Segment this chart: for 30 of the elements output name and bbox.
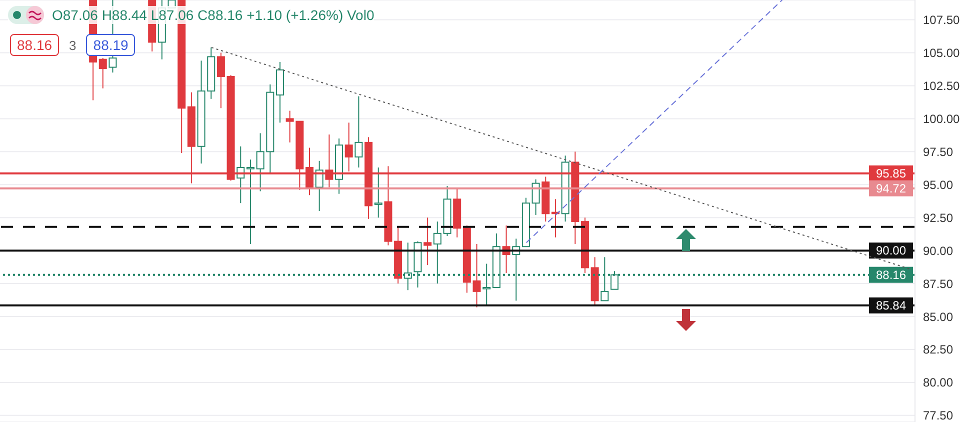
candlestick bbox=[472, 243, 481, 308]
candlestick bbox=[98, 58, 107, 89]
candlestick bbox=[354, 96, 363, 168]
y-tick-label: 95.00 bbox=[923, 178, 954, 192]
annotation: 3 bbox=[69, 38, 76, 52]
ref-line-label: 94.72 bbox=[876, 181, 906, 196]
y-tick-label: 85.00 bbox=[923, 310, 954, 324]
y-tick-label: 100.00 bbox=[923, 112, 960, 126]
ref-line-label: 90.00 bbox=[876, 244, 906, 258]
ref-line-label: 95.85 bbox=[876, 166, 906, 180]
annotation: 88.19 bbox=[86, 34, 136, 56]
annotation: O87.06 H88.44 L87.06 C88.16 +1.10 (+1.26%) Vol0 bbox=[52, 7, 374, 23]
y-tick-label: 80.00 bbox=[923, 376, 954, 390]
candlestick bbox=[532, 178, 540, 216]
y-tick-label: 102.50 bbox=[923, 78, 960, 93]
ref-line-label: 85.84 bbox=[876, 298, 906, 312]
y-tick-label: 87.50 bbox=[923, 276, 954, 291]
y-tick-label: 77.50 bbox=[923, 408, 954, 422]
y-tick-label: 107.50 bbox=[923, 13, 960, 28]
candlestick bbox=[246, 159, 254, 244]
y-tick-label: 90.00 bbox=[923, 244, 954, 258]
candlestick bbox=[216, 52, 225, 109]
y-tick-label: 82.50 bbox=[923, 342, 954, 357]
candlestick bbox=[424, 217, 432, 266]
annotation: 88.16 bbox=[10, 34, 60, 56]
y-tick-label: 105.00 bbox=[923, 46, 960, 60]
ref-line-label: 88.16 bbox=[876, 268, 906, 282]
y-tick-label: 97.50 bbox=[923, 144, 954, 159]
candlestick bbox=[374, 166, 382, 218]
y-tick-label: 92.50 bbox=[923, 210, 954, 225]
